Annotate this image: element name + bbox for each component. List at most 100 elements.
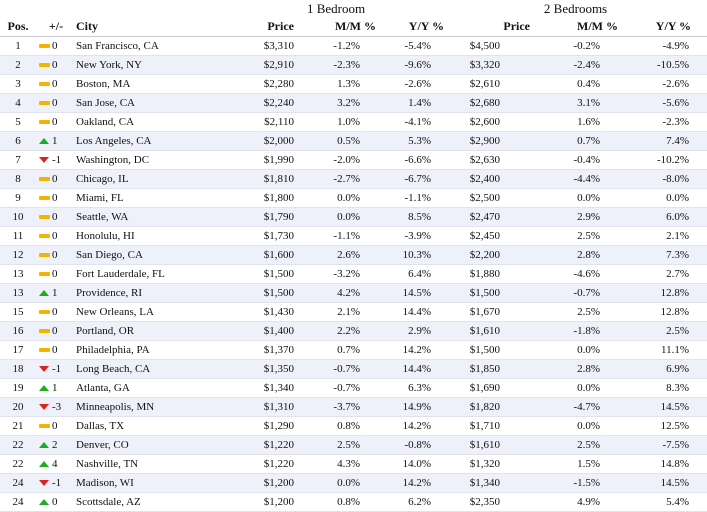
cell-price-1br: $1,290 [228, 416, 294, 436]
arrow-up-icon [39, 290, 49, 297]
cell-yy-2br: 0.0% [618, 188, 707, 208]
cell-mm-2br: 2.9% [530, 207, 619, 227]
cell-mm-1br: 0.7% [294, 340, 376, 360]
cell-pos: 22 [0, 454, 36, 474]
cell-change: -3 [52, 397, 76, 417]
cell-yy-1br: 14.2% [376, 340, 445, 360]
col-header-mm-2br[interactable]: M/M % [530, 17, 619, 37]
cell-yy-1br: 14.9% [376, 397, 445, 417]
cell-price-2br: $1,340 [444, 473, 531, 493]
cell-price-1br: $1,600 [228, 245, 294, 265]
table-row: 19 1 Atlanta, GA $1,340 -0.7% 6.3% $1,690 0.0% 8… [0, 378, 707, 398]
col-header-price-2br[interactable]: Price [444, 17, 531, 37]
cell-city: Miami, FL [76, 188, 228, 208]
cell-pos: 20 [0, 397, 36, 417]
cell-yy-2br: 7.4% [618, 131, 707, 151]
cell-change: 4 [52, 454, 76, 474]
cell-indicator [36, 454, 52, 474]
cell-yy-2br: -2.3% [618, 112, 707, 132]
cell-yy-1br: -3.9% [376, 226, 445, 246]
cell-yy-2br: 14.5% [618, 397, 707, 417]
cell-pos: 24 [0, 473, 36, 493]
no-change-dash-icon [38, 82, 50, 87]
cell-price-2br: $2,610 [444, 74, 531, 94]
col-header-price-1br[interactable]: Price [228, 17, 294, 37]
table-row: 22 2 Denver, CO $1,220 2.5% -0.8% $1,610 2.5% -7… [0, 435, 707, 455]
cell-yy-2br: 5.4% [618, 492, 707, 512]
cell-city: Dallas, TX [76, 416, 228, 436]
cell-price-2br: $1,610 [444, 435, 531, 455]
cell-indicator [36, 226, 52, 246]
cell-city: Scottsdale, AZ [76, 492, 228, 512]
cell-price-1br: $2,910 [228, 55, 294, 75]
cell-mm-2br: 2.8% [530, 359, 619, 379]
col-header-change[interactable]: +/- [36, 17, 76, 37]
cell-change: 0 [52, 245, 76, 265]
cell-mm-1br: 0.0% [294, 473, 376, 493]
group-header-row: 1 Bedroom 2 Bedrooms [0, 0, 707, 17]
group-header-1-bedroom: 1 Bedroom [306, 1, 366, 16]
cell-city: New York, NY [76, 55, 228, 75]
cell-yy-1br: -6.6% [376, 150, 445, 170]
cell-yy-1br: 2.9% [376, 321, 445, 341]
cell-price-2br: $2,900 [444, 131, 531, 151]
cell-mm-2br: -4.7% [530, 397, 619, 417]
cell-mm-1br: 0.5% [294, 131, 376, 151]
cell-price-2br: $3,320 [444, 55, 531, 75]
col-header-yy-1br[interactable]: Y/Y % [376, 17, 445, 37]
group-header-2-bedrooms: 2 Bedrooms [543, 1, 608, 16]
cell-yy-1br: -9.6% [376, 55, 445, 75]
cell-yy-1br: 10.3% [376, 245, 445, 265]
cell-yy-1br: -6.7% [376, 169, 445, 189]
cell-mm-2br: 3.1% [530, 93, 619, 113]
cell-city: Atlanta, GA [76, 378, 228, 398]
cell-indicator [36, 150, 52, 170]
arrow-up-icon [39, 138, 49, 145]
col-header-pos[interactable]: Pos. [0, 17, 36, 37]
no-change-dash-icon [38, 348, 50, 353]
table-row: 11 0 Honolulu, HI $1,730 -1.1% -3.9% $2,450 2.5… [0, 226, 707, 246]
cell-price-2br: $2,450 [444, 226, 531, 246]
cell-pos: 12 [0, 245, 36, 265]
cell-mm-2br: 1.5% [530, 454, 619, 474]
cell-change: 0 [52, 492, 76, 512]
cell-mm-1br: 2.6% [294, 245, 376, 265]
cell-yy-1br: -2.6% [376, 74, 445, 94]
cell-price-2br: $1,690 [444, 378, 531, 398]
cell-price-1br: $1,340 [228, 378, 294, 398]
cell-change: -1 [52, 359, 76, 379]
cell-indicator [36, 93, 52, 113]
cell-price-1br: $1,790 [228, 207, 294, 227]
cell-price-1br: $1,220 [228, 454, 294, 474]
cell-price-1br: $1,350 [228, 359, 294, 379]
col-header-yy-2br[interactable]: Y/Y % [618, 17, 707, 37]
cell-indicator [36, 378, 52, 398]
cell-city: Seattle, WA [76, 207, 228, 227]
table-row: 24 -1 Madison, WI $1,200 0.0% 14.2% $1,340 -1.5… [0, 473, 707, 493]
cell-mm-1br: 3.2% [294, 93, 376, 113]
col-header-mm-1br[interactable]: M/M % [294, 17, 376, 37]
cell-change: 0 [52, 169, 76, 189]
cell-mm-1br: 2.1% [294, 302, 376, 322]
table-row: 2 0 New York, NY $2,910 -2.3% -9.6% $3,320 -2.4… [0, 55, 707, 75]
cell-indicator [36, 169, 52, 189]
cell-change: 0 [52, 302, 76, 322]
cell-indicator [36, 55, 52, 75]
no-change-dash-icon [38, 101, 50, 106]
cell-change: 0 [52, 188, 76, 208]
cell-city: Honolulu, HI [76, 226, 228, 246]
cell-mm-1br: 0.0% [294, 207, 376, 227]
cell-indicator [36, 207, 52, 227]
col-header-city[interactable]: City [76, 17, 228, 37]
cell-price-1br: $1,200 [228, 473, 294, 493]
cell-mm-2br: 2.5% [530, 226, 619, 246]
cell-yy-1br: 14.4% [376, 302, 445, 322]
no-change-dash-icon [38, 272, 50, 277]
cell-price-2br: $4,500 [444, 36, 531, 56]
cell-yy-2br: -4.9% [618, 36, 707, 56]
table-row: 20 -3 Minneapolis, MN $1,310 -3.7% 14.9% $1,82… [0, 397, 707, 417]
cell-mm-1br: -0.7% [294, 359, 376, 379]
cell-indicator [36, 283, 52, 303]
no-change-dash-icon [38, 120, 50, 125]
